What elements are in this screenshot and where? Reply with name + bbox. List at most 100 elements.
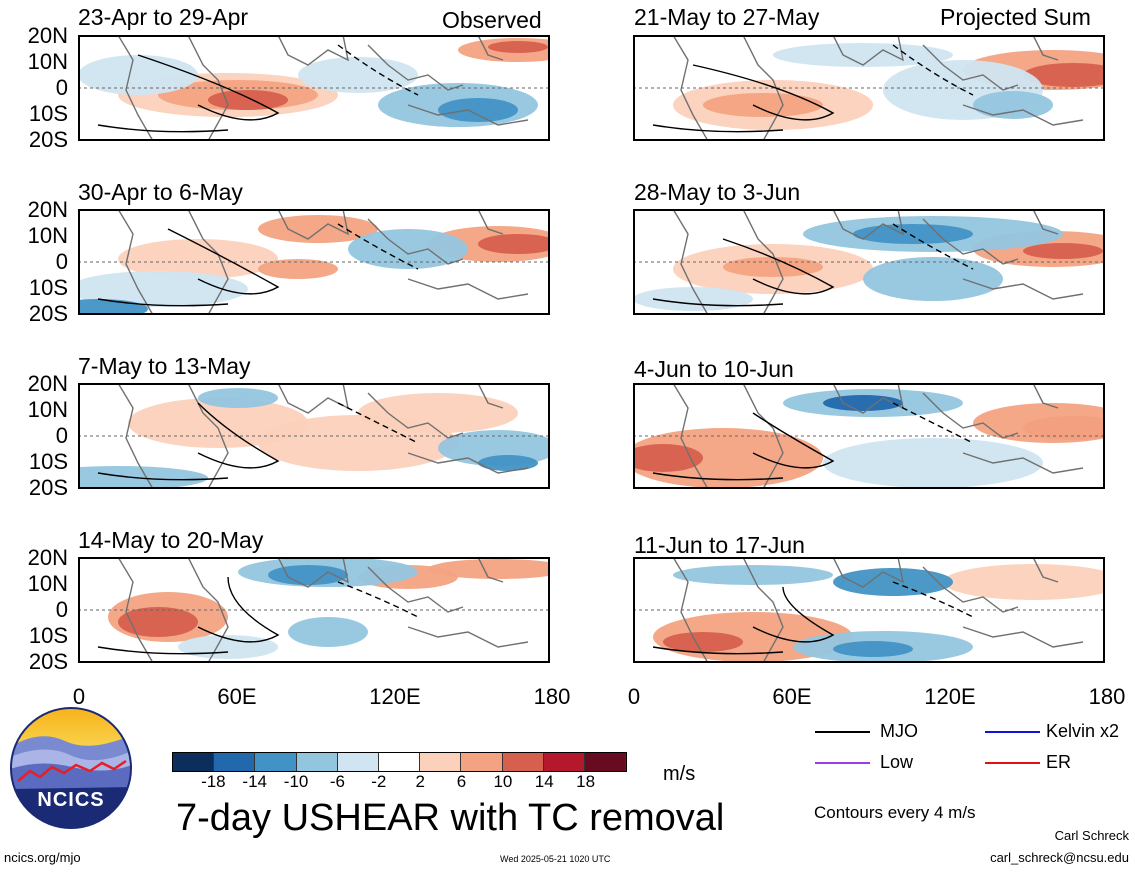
coastline [117,35,154,141]
mjo-contour [337,44,419,96]
mjo-contour [97,646,229,655]
map-panel-observed-0 [78,35,550,141]
coastline [1032,35,1059,61]
colorbar-tick-label: -10 [283,772,309,791]
mjo-contour [892,581,974,618]
coastline [367,44,464,91]
colorbar-tick-label: -18 [201,772,226,791]
shear-anomaly-blob [973,403,1105,443]
coastline [367,392,464,439]
shear-anomaly-blob [1023,63,1105,87]
lat-label: 10N [27,397,68,422]
coastline [922,44,1019,91]
lat-label: 0 [55,597,68,622]
map-panel-observed-1 [78,209,550,315]
coastline [672,383,709,489]
footer-url[interactable]: ncics.org/mjo [4,850,81,865]
shear-anomaly-blob [478,455,538,471]
observed-header: Observed [442,7,542,33]
coastline [117,557,154,663]
coastline [407,452,529,474]
lat-label: 10S [28,275,68,300]
colorbar-tick-label: -14 [242,772,267,791]
colorbar-tick-label: 18 [576,772,596,791]
panel-border [633,557,1105,663]
panel-title-r0: 21-May to 27-May [634,4,820,30]
colorbar-tick-label: 6 [456,772,467,791]
shear-anomaly-blob [863,257,1003,301]
mjo-contour [652,298,784,307]
lon-label-left-120: 120E [369,684,421,709]
shear-anomaly-blob [78,55,198,95]
shear-anomaly-blob [633,287,753,311]
mjo-contour [892,402,974,444]
shear-anomaly-blob [78,271,248,307]
coastline [277,557,349,588]
shear-anomaly-blob [258,259,338,279]
coastline [962,104,1084,126]
panel-title-l1: 30-Apr to 6-May [78,179,243,205]
coastline [742,209,784,315]
panel-title-r2: 4-Jun to 10-Jun [634,356,794,382]
map-panel-observed-3 [78,557,550,663]
mjo-contour [197,402,280,469]
lat-label: 10N [27,49,68,74]
lat-label: 10N [27,223,68,248]
colorbar [172,752,627,772]
shear-anomaly-blob [488,41,548,53]
shear-anomaly-blob [78,466,208,489]
shear-anomaly-blob [703,93,823,117]
shear-anomaly-blob [943,564,1105,600]
mjo-contour [892,44,974,96]
mjo-contour [752,586,835,643]
coastline [1032,383,1059,409]
colorbar-swatch [502,753,544,771]
shear-anomaly-blob [973,91,1053,119]
colorbar-swatch [543,753,585,771]
coastline [477,35,504,61]
legend-kelvin-line [985,731,1040,733]
panel-title-l2: 7-May to 13-May [78,353,251,379]
lat-label: 20N [27,197,68,222]
mjo-contour [337,402,419,444]
coastline [477,383,504,409]
panel-border [633,209,1105,315]
coastline [367,218,464,265]
contour-note: Contours every 4 m/s [814,803,976,822]
coastline [742,383,784,489]
shear-anomaly-blob [773,43,953,67]
lat-label: 10N [27,571,68,596]
footer-email[interactable]: carl_schreck@ncsu.edu [990,850,1129,865]
lat-label: 20N [27,23,68,48]
shear-anomaly-blob [118,239,278,279]
lat-label: 20S [28,127,68,152]
panel-title-r3: 11-Jun to 17-Jun [634,532,805,558]
shear-anomaly-blob [288,617,368,647]
map-panel-projected-3 [633,557,1105,663]
lat-label: 0 [55,75,68,100]
main-title: 7-day USHEAR with TC removal [176,797,725,839]
coastline [922,566,1019,613]
lat-label: 0 [55,249,68,274]
panel-title-l0: 23-Apr to 29-Apr [78,4,249,30]
shear-anomaly-blob [198,388,278,408]
coastline [1032,557,1059,583]
shear-anomaly-blob [663,632,743,652]
lat-label: 20N [27,371,68,396]
mjo-contour [197,576,280,643]
panel-title-l3: 14-May to 20-May [78,527,264,553]
coastline [742,557,784,663]
mjo-contour [752,412,835,469]
lon-label-left-180: 180 [533,684,571,709]
colorbar-tick-label: 10 [493,772,513,791]
coastline [367,566,464,613]
coastline [117,383,154,489]
logo-text: NCICS [37,789,105,811]
legend-low-line [815,762,870,764]
lon-label-right-120: 120E [924,684,976,709]
mjo-contour [97,472,229,481]
panel-border [78,35,550,141]
coastline [477,557,504,583]
lat-label: 20N [27,545,68,570]
colorbar-swatch [420,753,462,771]
